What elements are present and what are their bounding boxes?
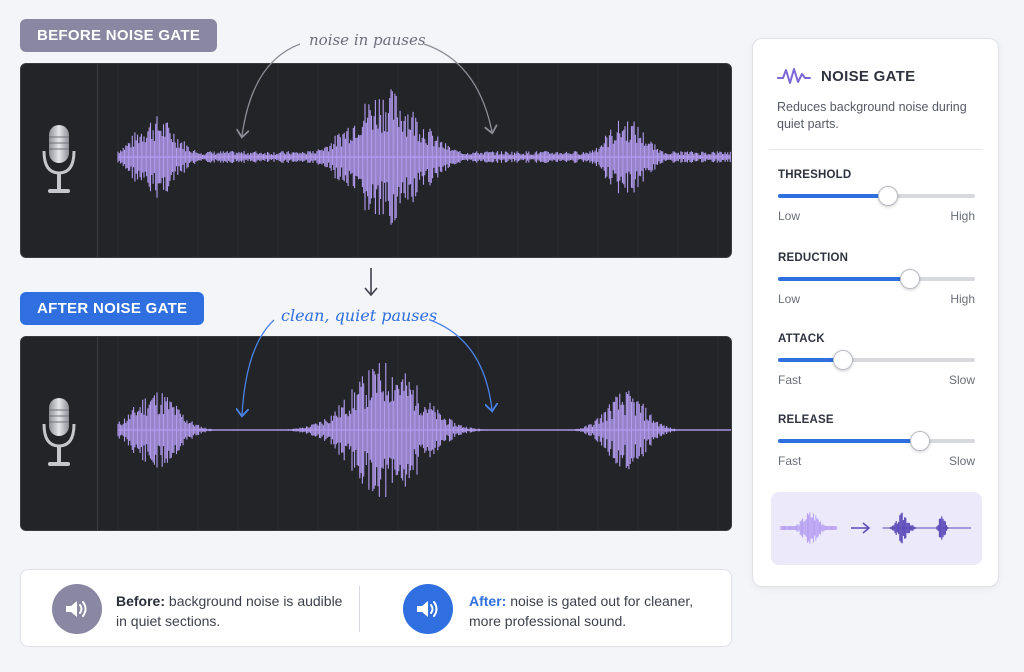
- info-divider: [359, 586, 360, 632]
- panel-description: Reduces background noise during quiet pa…: [777, 100, 967, 131]
- arrow-right-icon: [851, 522, 871, 534]
- slider-max-label: Slow: [948, 373, 975, 387]
- slider-fill: [778, 277, 910, 281]
- speaker-icon: [66, 601, 87, 617]
- before-speaker-button[interactable]: [52, 584, 102, 634]
- speaker-icon: [417, 601, 438, 617]
- microphone-icon: [42, 397, 76, 466]
- slider-max-label: High: [950, 292, 975, 306]
- slider-label: REDUCTION: [778, 252, 849, 264]
- after-text: noise is gated out for cleaner, more pro…: [469, 593, 694, 629]
- slider-min-label: Fast: [778, 373, 802, 387]
- slider-knob[interactable]: [909, 431, 930, 451]
- after-annotation: clean, quiet pauses: [281, 306, 438, 325]
- info-bar: Before: background noise is audible in q…: [20, 569, 732, 647]
- slider-max-label: High: [950, 209, 975, 223]
- slider-knob[interactable]: [899, 269, 920, 289]
- waveform-icon: [777, 68, 811, 84]
- reduction-slider[interactable]: REDUCTION Low High: [778, 252, 975, 306]
- before-mic-area: [21, 64, 98, 257]
- slider-max-label: Slow: [948, 454, 975, 468]
- slider-fill: [778, 358, 843, 362]
- slider-track[interactable]: [778, 269, 975, 289]
- panel-header: NOISE GATE: [777, 66, 915, 86]
- release-slider[interactable]: RELEASE Fast Slow: [778, 414, 975, 468]
- arrow-down-icon: [364, 268, 378, 297]
- after-waveform: [117, 337, 731, 530]
- after-mic-area: [21, 337, 98, 530]
- after-waveform-panel: [20, 336, 732, 531]
- slider-track[interactable]: [778, 431, 975, 451]
- before-noise-gate-label: BEFORE NOISE GATE: [20, 19, 218, 52]
- after-description: After: noise is gated out for cleaner, m…: [469, 591, 709, 631]
- before-text: background noise is audible in quiet sec…: [116, 593, 343, 629]
- slider-label: ATTACK: [778, 333, 825, 345]
- microphone-icon: [42, 124, 76, 193]
- after-noise-gate-label: AFTER NOISE GATE: [20, 292, 205, 325]
- mini-before-wave: [780, 512, 837, 544]
- slider-min-label: Fast: [778, 454, 802, 468]
- after-speaker-button[interactable]: [403, 584, 453, 634]
- slider-min-label: Low: [778, 292, 801, 306]
- after-title: After:: [469, 593, 507, 609]
- before-title: Before:: [116, 593, 166, 609]
- slider-track[interactable]: [778, 186, 975, 206]
- slider-fill: [778, 439, 920, 443]
- slider-track[interactable]: [778, 350, 975, 370]
- gate-preview-thumbnail: [771, 492, 982, 565]
- before-waveform: [117, 64, 731, 257]
- slider-label: RELEASE: [778, 414, 834, 426]
- before-description: Before: background noise is audible in q…: [116, 591, 346, 631]
- slider-min-label: Low: [778, 209, 801, 223]
- slider-label: THRESHOLD: [778, 169, 852, 181]
- panel-title: NOISE GATE: [821, 67, 916, 85]
- before-waveform-panel: [20, 63, 732, 258]
- slider-knob[interactable]: [833, 350, 853, 370]
- attack-slider[interactable]: ATTACK Fast Slow: [778, 333, 975, 387]
- threshold-slider[interactable]: THRESHOLD Low High: [778, 169, 975, 223]
- slider-knob[interactable]: [878, 186, 899, 206]
- slider-fill: [778, 194, 889, 198]
- panel-divider: [769, 149, 982, 150]
- noise-gate-panel: NOISE GATE Reduces background noise duri…: [752, 38, 999, 587]
- before-annotation: noise in pauses: [309, 31, 426, 49]
- mini-waveform-preview: [780, 512, 972, 544]
